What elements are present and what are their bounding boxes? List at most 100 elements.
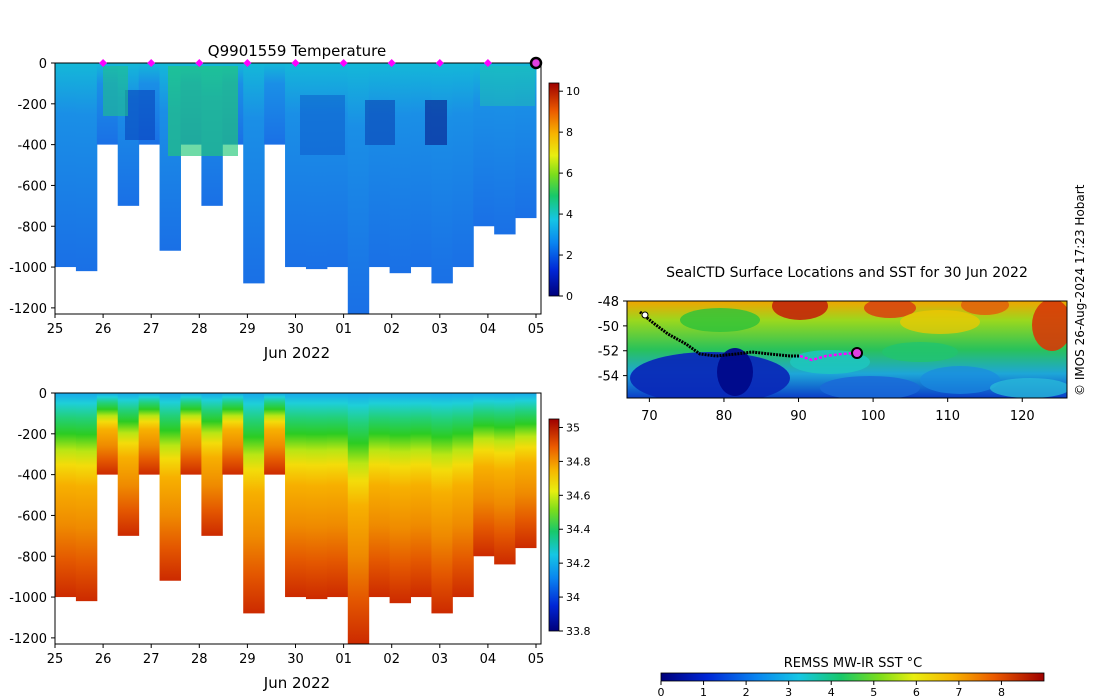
lon-tick-label: 90 [790,409,807,424]
temp-profile-column [305,63,328,270]
surface-marker [435,59,444,67]
sst-colorbar-tick-label: 6 [913,686,920,699]
temp-profile-column [285,63,307,268]
y-tick-label: -800 [17,220,47,235]
x-tick-label: 28 [191,322,208,337]
temp-heatmap [55,63,537,314]
salinity-profile-column [410,393,432,598]
sst-map [627,301,1067,398]
credit-text: © IMOS 26-Aug-2024 17:23 Hobart [1073,184,1087,396]
surface-marker [387,59,396,67]
temp-profile-column [452,63,474,268]
temp-colorbar [548,82,560,297]
map-title: SealCTD Surface Locations and SST for 30… [666,265,1028,281]
sst-colorbar-tick-label: 1 [700,686,707,699]
temp-cold-band [300,95,345,155]
sst-colorbar-ticks: 0 1 2 3 4 5 6 7 8 [658,681,1005,699]
sst-cold-patch [920,366,1000,394]
salinity-x-axis: 25 26 27 28 29 30 01 02 03 04 05 [47,644,545,667]
seal-current-position [851,347,863,359]
colorbar-tick-label: 35 [566,421,580,434]
sst-cold-patch [820,376,920,398]
sst-colorbar-tick-label: 2 [743,686,750,699]
y-tick-label: -1000 [9,591,47,606]
temp-warm-band [168,66,238,156]
salinity-profile-column [305,393,328,600]
sst-colorbar-tick-label: 5 [870,686,877,699]
seal-start-marker [641,311,649,319]
temp-cold-band [125,90,155,140]
x-tick-label: 29 [239,652,256,667]
y-tick-label: -600 [17,509,47,524]
temp-profile-column [347,63,370,314]
surface-marker [339,59,348,67]
sst-cold-patch [630,352,790,398]
lat-tick-label: -48 [598,295,619,310]
salinity-x-label: Jun 2022 [263,674,330,692]
x-tick-label: 29 [239,322,256,337]
x-tick-label: 04 [480,652,497,667]
temp-cold-band [365,100,395,145]
colorbar-tick-label: 34 [566,591,580,604]
map-frame [626,300,1068,399]
colorbar-tick-label: 33.8 [566,625,591,638]
x-tick-label: 27 [143,652,160,667]
x-tick-label: 30 [287,652,304,667]
surface-marker [483,59,492,67]
colorbar-tick-label: 8 [566,126,573,139]
salinity-profile-column [201,393,223,536]
y-tick-label: 0 [39,57,47,72]
x-tick-label: 26 [95,652,112,667]
temp-profile-column [264,63,286,145]
x-tick-label: 25 [47,652,64,667]
lon-tick-label: 110 [935,409,960,424]
x-tick-label: 25 [47,322,64,337]
y-tick-label: -800 [17,550,47,565]
sst-cold-patch [990,378,1067,398]
salinity-profile-column [389,393,412,604]
temp-x-axis: 25 26 27 28 29 30 01 02 03 04 05 [47,314,544,337]
temp-profile-column [389,63,412,274]
sst-warm-patch [961,301,1009,315]
seal-track [639,310,800,358]
sst-colorbar-tick-label: 7 [955,686,962,699]
x-tick-label: 27 [143,322,160,337]
surface-markers [99,56,543,70]
colorbar-tick-label: 4 [566,208,573,221]
surface-marker [291,59,300,67]
temp-y-axis: 0 -200 -400 -600 -800 -1000 -1200 [9,57,55,317]
sst-warm-patch [680,308,760,332]
salinity-profile-column [326,393,349,598]
sst-warm-patch [772,301,828,320]
sst-mid-patch [882,342,958,362]
salinity-profile-column [431,393,453,614]
y-tick-label: -1200 [9,632,47,647]
y-tick-label: -1200 [9,302,47,317]
salinity-profile-column [368,393,391,598]
salinity-profile-column [494,393,516,565]
lon-tick-label: 120 [1010,409,1035,424]
sst-colorbar-tick-label: 3 [785,686,792,699]
y-tick-label: -600 [17,179,47,194]
salinity-profile-column [117,393,140,536]
x-tick-label: 04 [480,322,497,337]
x-tick-label: 01 [335,652,352,667]
sst-cold-patch [717,348,753,396]
salinity-profile-column [473,393,495,557]
sst-colorbar [660,672,1045,682]
x-tick-label: 05 [528,652,545,667]
salinity-profile-column [96,393,119,475]
salinity-profile-column [243,393,265,614]
salinity-profile-column [75,393,98,602]
colorbar-tick-label: 6 [566,167,573,180]
salinity-profile-column [159,393,181,581]
colorbar-tick-label: 34.4 [566,523,591,536]
temp-profile-column [243,63,265,284]
salinity-profile-column [264,393,286,475]
salinity-colorbar [548,418,560,632]
sst-warm-patch [900,310,980,334]
salinity-profile-column [180,393,202,475]
x-tick-label: 03 [432,652,449,667]
y-tick-label: -200 [17,428,47,443]
